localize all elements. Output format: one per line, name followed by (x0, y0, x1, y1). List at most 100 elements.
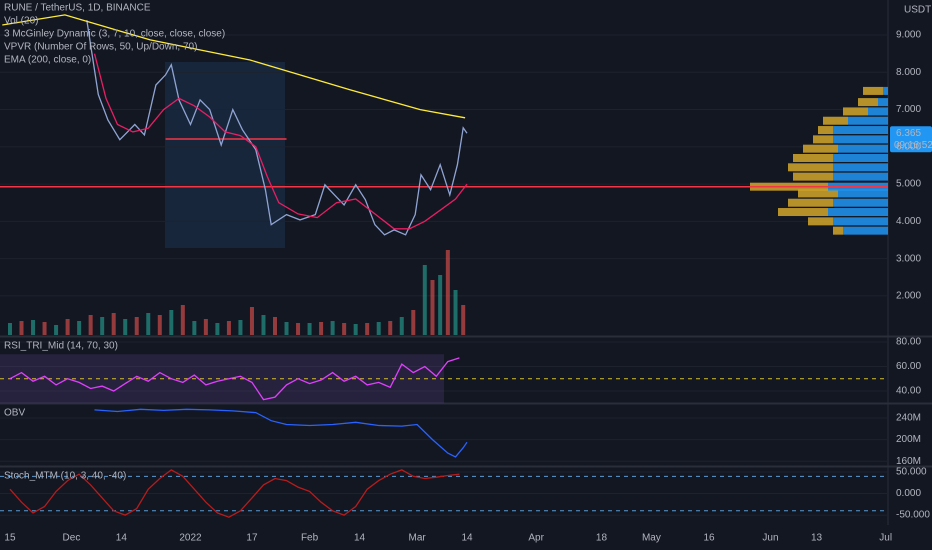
y-tick-label: 9.000 (896, 30, 921, 41)
profile-down (833, 226, 843, 235)
last-price-tag (890, 126, 932, 153)
x-tick-label: 16 (703, 533, 715, 544)
profile-up (878, 98, 888, 107)
profile-down (863, 86, 883, 95)
panel-title: OBV (4, 408, 25, 419)
volume-bar (111, 313, 116, 335)
volume-bar (65, 319, 70, 335)
y-tick-label: 40.00 (896, 386, 921, 397)
y-tick-label: 0.000 (896, 488, 921, 499)
profile-up (838, 189, 888, 198)
volume-bar (169, 310, 174, 335)
axis-unit: USDT (904, 5, 931, 16)
volume-bar (342, 323, 347, 335)
legend-entry: Vol (20) (4, 16, 38, 27)
volume-bar (42, 322, 47, 335)
volume-bar (192, 321, 197, 335)
series-line (9, 357, 460, 401)
x-tick-label: 2022 (179, 533, 202, 544)
x-tick-label: 14 (354, 533, 366, 544)
volume-bar (54, 325, 59, 335)
profile-down (813, 135, 833, 144)
y-tick-label: 6.000 (896, 141, 921, 152)
volume-bar (123, 319, 128, 335)
volume-bar (77, 321, 82, 335)
profile-down (823, 116, 848, 125)
profile-up (833, 198, 888, 207)
y-tick-label: 240M (896, 413, 921, 424)
profile-up (833, 126, 888, 135)
volume-bar (296, 323, 301, 335)
volume-bar (100, 317, 105, 335)
profile-down (793, 153, 833, 162)
profile-up (833, 217, 888, 226)
x-tick-label: 15 (4, 533, 16, 544)
series-line (93, 53, 468, 230)
profile-down (798, 189, 838, 198)
profile-down (793, 172, 833, 181)
x-tick-label: 17 (246, 533, 258, 544)
y-tick-label: 50.000 (896, 467, 927, 478)
volume-bar (453, 290, 458, 335)
profile-down (818, 126, 833, 135)
profile-down (778, 208, 828, 217)
volume-bar (273, 317, 278, 335)
x-tick-label: 14 (116, 533, 128, 544)
volume-bar (284, 322, 289, 335)
panel-title: Stoch_MTM (10, 3, 40, -40) (4, 471, 126, 482)
profile-down (843, 107, 868, 116)
x-tick-label: Mar (408, 533, 426, 544)
series-line (9, 469, 460, 518)
volume-bar (238, 320, 243, 335)
legend-entry: 3 McGinley Dynamic (3, 7, 10, close, clo… (4, 29, 225, 40)
y-tick-label: 60.00 (896, 361, 921, 372)
profile-down (788, 163, 833, 172)
profile-up (868, 107, 888, 116)
volume-bar (203, 319, 208, 335)
profile-up (848, 116, 888, 125)
series-line (86, 20, 468, 236)
profile-down (858, 98, 878, 107)
legend-entry: VPVR (Number Of Rows, 50, Up/Down, 70) (4, 42, 197, 53)
volume-bar (31, 320, 36, 335)
volume-bar (330, 321, 335, 335)
profile-up (833, 172, 888, 181)
volume-bar (215, 323, 220, 335)
y-tick-label: 5.000 (896, 179, 921, 190)
volume-bar (388, 321, 393, 335)
y-tick-label: 3.000 (896, 253, 921, 264)
x-tick-label: 13 (811, 533, 823, 544)
volume-bar (438, 275, 443, 335)
profile-up (843, 226, 888, 235)
volume-bar (134, 317, 139, 335)
x-tick-label: Jun (762, 533, 778, 544)
profile-up (833, 135, 888, 144)
volume-bar (376, 322, 381, 335)
series-line (2, 14, 466, 119)
x-tick-label: Feb (301, 533, 319, 544)
profile-up (833, 153, 888, 162)
volume-bar (88, 315, 93, 335)
x-tick-label: 18 (596, 533, 608, 544)
volume-bar (411, 310, 416, 335)
volume-bar (249, 307, 254, 335)
volume-bar (19, 321, 24, 335)
volume-bar (157, 315, 162, 335)
profile-down (808, 217, 833, 226)
y-tick-label: -50.000 (896, 510, 930, 521)
y-tick-label: 7.000 (896, 104, 921, 115)
volume-bar (319, 322, 324, 335)
volume-bar (226, 321, 231, 335)
x-tick-label: Apr (528, 533, 544, 544)
panel-title: RUNE / TetherUS, 1D, BINANCE (4, 3, 151, 14)
volume-bar (307, 323, 312, 335)
x-tick-label: May (642, 533, 661, 544)
profile-up (828, 208, 888, 217)
volume-bar (146, 313, 151, 335)
profile-up (883, 86, 888, 95)
volume-bar (365, 323, 370, 335)
y-tick-label: 8.000 (896, 67, 921, 78)
countdown: 09:16:52 (894, 140, 932, 151)
last-price: 6.365 (896, 128, 921, 139)
